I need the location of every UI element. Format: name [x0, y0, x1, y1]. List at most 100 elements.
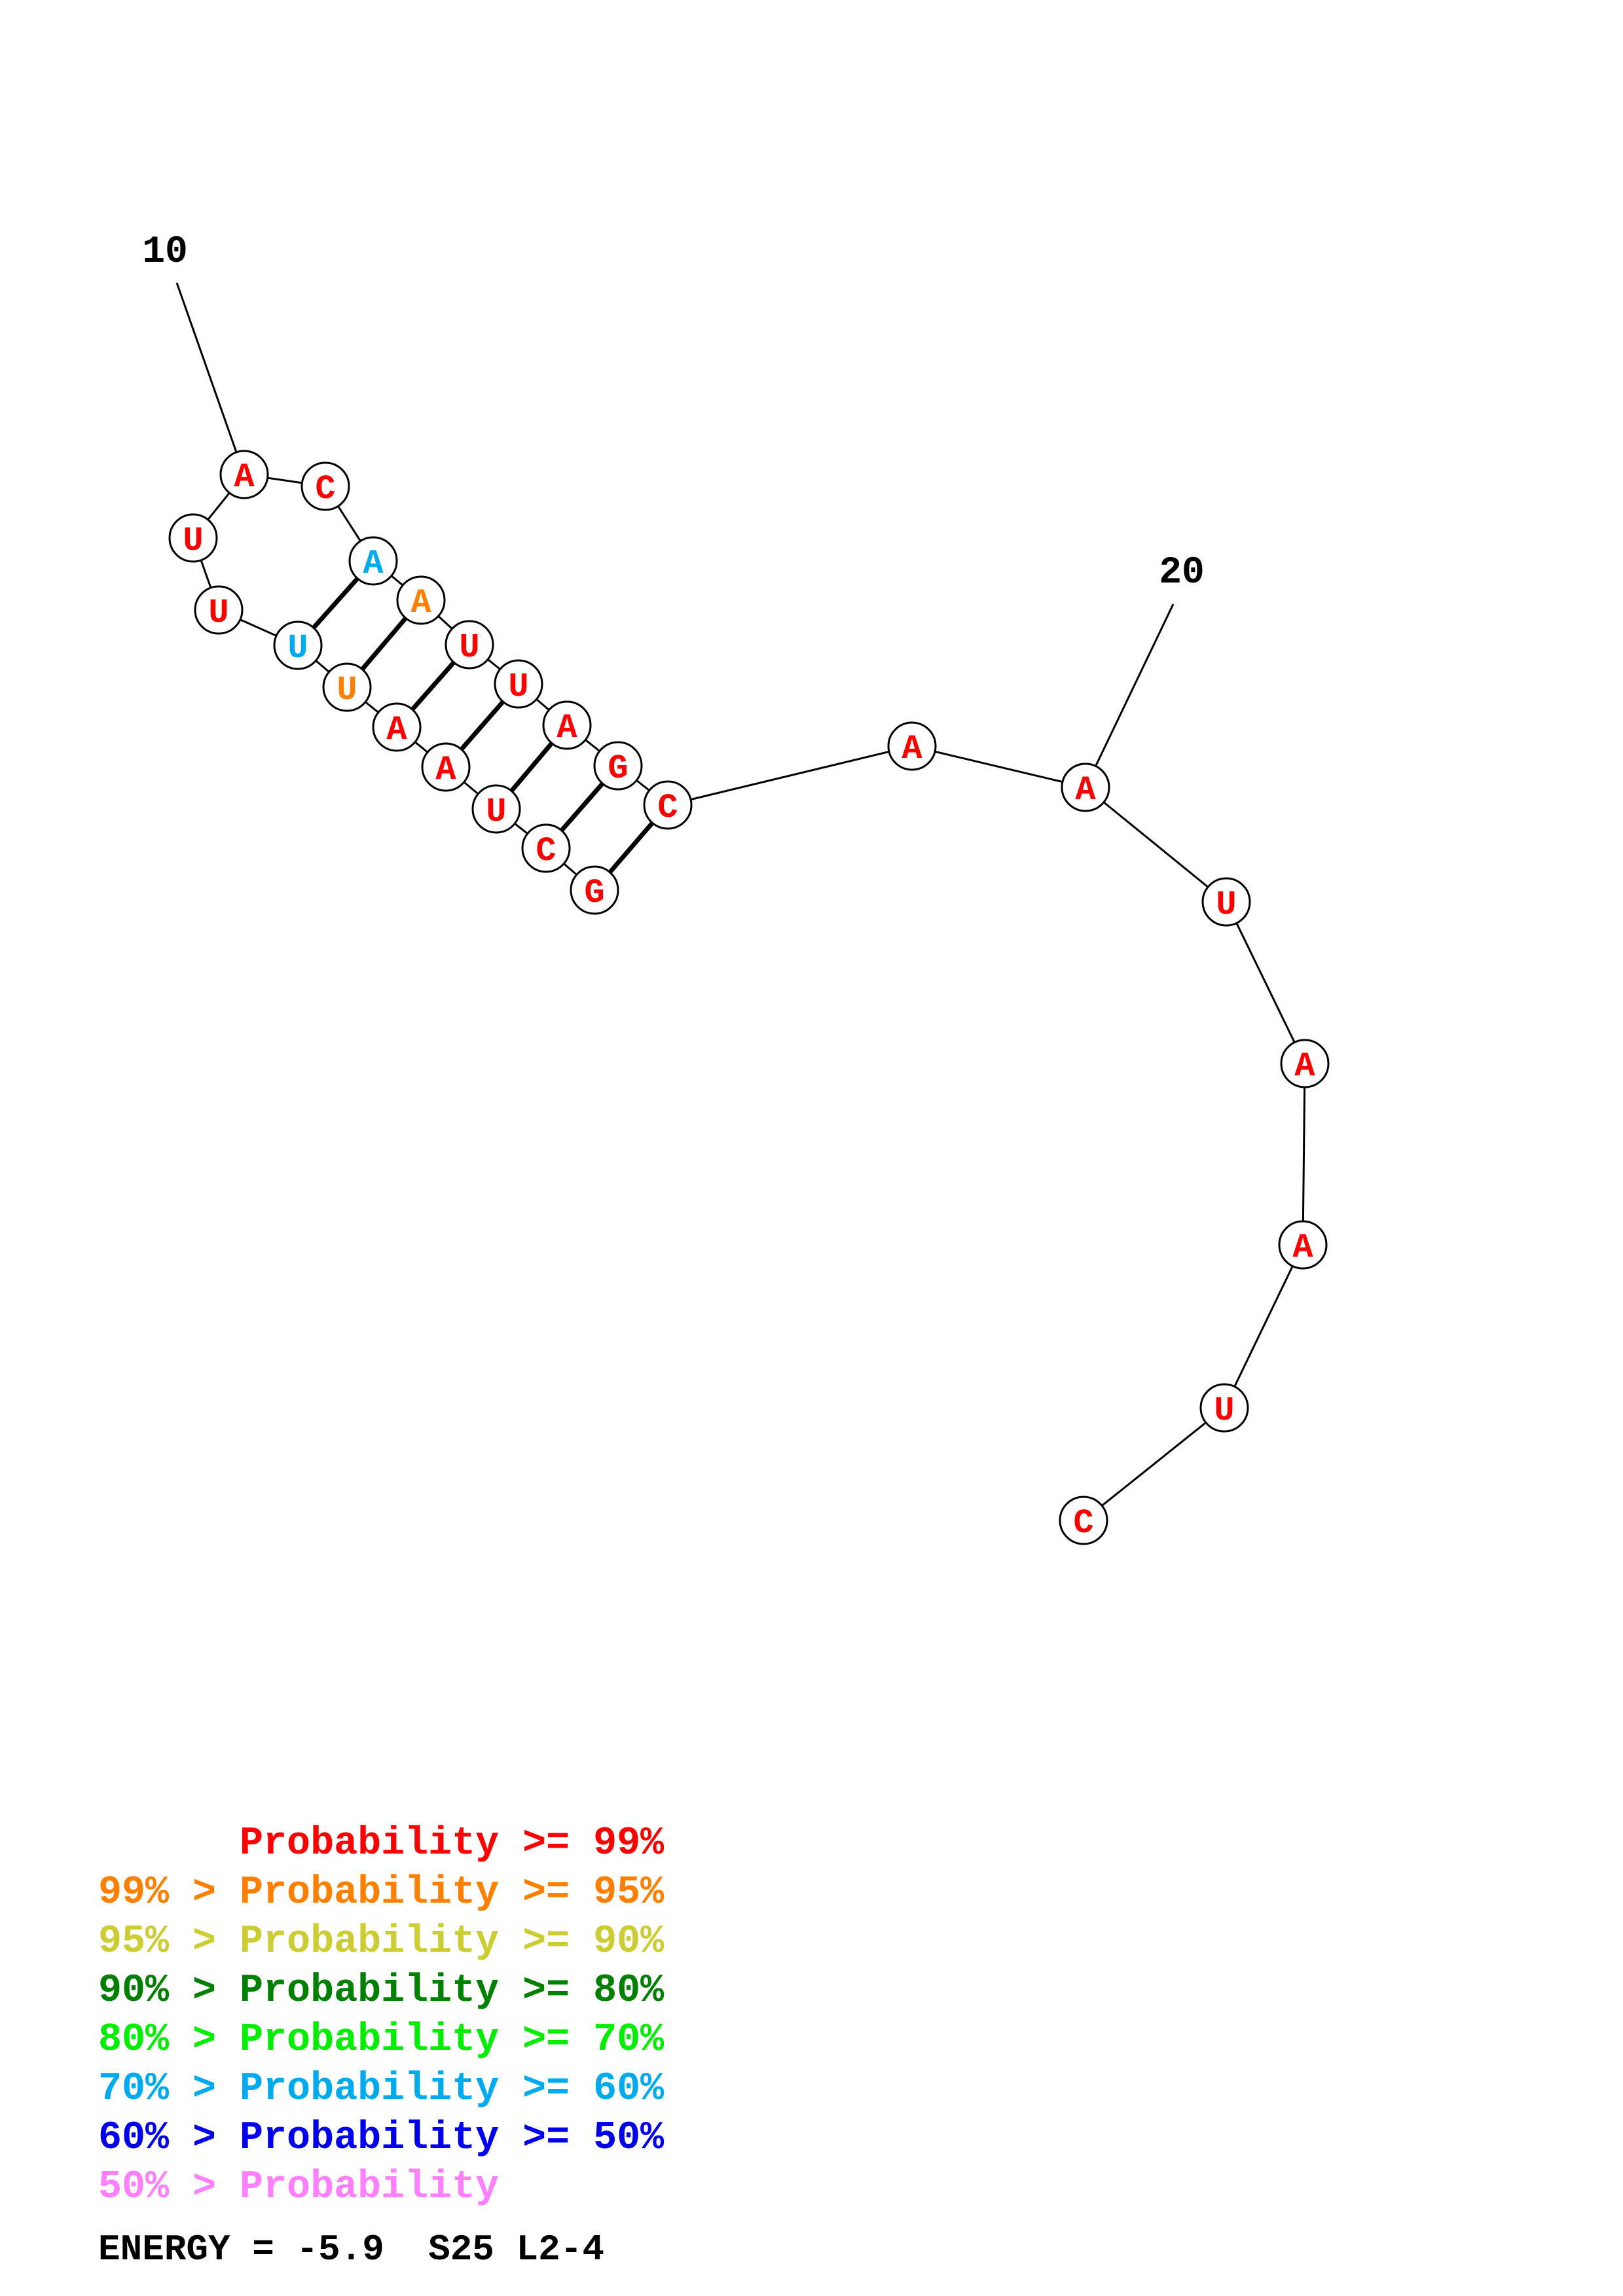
nucleotide-circle: [396, 575, 446, 625]
nucleotide-node: A: [372, 702, 422, 752]
legend-entry: 99% > Probability >= 95%: [98, 1869, 664, 1918]
nucleotide-node: C: [1059, 1496, 1108, 1545]
nucleotide-circle: [521, 823, 571, 873]
legend-entry: 70% > Probability >= 60%: [98, 2065, 664, 2114]
legend-prefix: [98, 1821, 240, 1866]
nucleotide-node: U: [1201, 877, 1251, 927]
nucleotide-base-letter: U: [287, 629, 308, 668]
nucleotide-circle: [1201, 877, 1251, 927]
legend-entry: 95% > Probability >= 90%: [98, 1918, 664, 1967]
legend-entry: 90% > Probability >= 80%: [98, 1967, 664, 2016]
nucleotide-node: C: [521, 823, 571, 873]
nucleotide-node: U: [471, 784, 521, 834]
nucleotide-circle: [322, 662, 372, 712]
nucleotide-base-letter: A: [363, 545, 384, 583]
nucleotide-base-letter: U: [508, 668, 528, 706]
nucleotide-node: U: [445, 620, 494, 670]
nucleotide-base-letter: A: [1292, 1229, 1313, 1267]
nucleotide-base-letter: U: [486, 793, 506, 831]
nucleotide-node: U: [168, 513, 218, 563]
legend-prefix: 50% >: [98, 2165, 240, 2210]
legend-text: Probability >= 50%: [240, 2116, 665, 2161]
legend-text: Probability: [240, 2165, 500, 2210]
nucleotide-base-letter: C: [536, 832, 556, 870]
nucleotide-base-letter: C: [315, 470, 335, 509]
nucleotide-circle: [273, 620, 323, 670]
legend-prefix: 70% >: [98, 2067, 240, 2111]
nucleotide-base-letter: C: [657, 789, 678, 827]
legend-prefix: 95% >: [98, 1920, 240, 1964]
nucleotide-base-letter: A: [1294, 1047, 1315, 1086]
backbone-segment: [1223, 1244, 1304, 1408]
nucleotide-base-letter: U: [459, 628, 479, 667]
legend-entry: 60% > Probability >= 50%: [98, 2114, 664, 2163]
nucleotide-circle: [1280, 1039, 1330, 1088]
legend-prefix: 80% >: [98, 2018, 240, 2062]
legend-text: Probability >= 90%: [240, 1920, 665, 1964]
legend-entry: 50% > Probability: [98, 2163, 664, 2212]
nucleotide-circle: [542, 700, 592, 750]
nucleotide-circle: [1278, 1220, 1328, 1270]
energy-label: ENERGY = -5.9 S25 L2-4: [98, 2229, 604, 2270]
legend-prefix: 60% >: [98, 2116, 240, 2161]
nucleotide-node: A: [1061, 762, 1110, 812]
nucleotide-node: U: [194, 585, 244, 635]
nucleotide-base-letter: A: [410, 584, 431, 622]
legend-text: Probability >= 80%: [240, 1969, 665, 2013]
backbone-segment: [667, 745, 913, 806]
nucleotide-circle: [301, 461, 350, 511]
nucleotide-node: A: [1280, 1039, 1330, 1088]
probability-legend: Probability >= 99% 99% > Probability >= 9…: [98, 1820, 664, 2212]
legend-text: Probability >= 99%: [240, 1821, 665, 1866]
nucleotide-circle: [421, 742, 471, 792]
nucleotide-node: C: [301, 461, 350, 511]
nucleotide-base-letter: U: [183, 522, 203, 560]
nucleotide-node: A: [219, 450, 269, 499]
nucleotide-base-letter: U: [208, 594, 228, 632]
nucleotide-circle: [168, 513, 218, 563]
nucleotide-circle: [194, 585, 244, 635]
nucleotide-node: A: [887, 721, 937, 771]
legend-text: Probability >= 95%: [240, 1871, 665, 1915]
nucleotide-base-letter: U: [1214, 1391, 1234, 1430]
nucleotide-base-letter: C: [1073, 1504, 1093, 1543]
index-labels: 10 20: [142, 231, 1205, 788]
nucleotide-base-letter: A: [435, 751, 456, 789]
nucleotide-node: A: [396, 575, 446, 625]
nucleotide-circle: [1199, 1383, 1249, 1433]
backbone-segment: [1225, 901, 1306, 1064]
base-pair-lines: [296, 559, 670, 892]
nucleotide-circle: [643, 780, 693, 830]
nucleotide-circle: [471, 784, 521, 834]
backbone-segment: [1085, 786, 1227, 903]
nucleotide-node: G: [593, 741, 643, 791]
backbone-lines: [192, 473, 1306, 1522]
index-tick-line: [1084, 603, 1175, 788]
nucleotide-circle: [570, 865, 619, 915]
nucleotide-circle: [219, 450, 269, 499]
nucleotide-base-letter: G: [584, 874, 604, 912]
nucleotide-node: A: [542, 700, 592, 750]
nucleotide-circle: [348, 536, 398, 586]
nucleotide-circle: [887, 721, 937, 771]
legend-entry: Probability >= 99%: [98, 1820, 664, 1869]
backbone-segment: [1302, 1063, 1306, 1246]
nucleotide-node: U: [322, 662, 372, 712]
backbone-segment: [1083, 1407, 1225, 1522]
nucleotide-base-letter: A: [902, 730, 922, 768]
nucleotide-circle: [593, 741, 643, 791]
index-tick-line: [175, 282, 246, 475]
legend-prefix: 99% >: [98, 1871, 240, 1915]
legend-text: Probability >= 70%: [240, 2018, 665, 2062]
index-label: 10: [142, 231, 188, 274]
nucleotide-circle: [494, 659, 543, 709]
nucleotide-circle: [1059, 1496, 1108, 1545]
nucleotide-circle: [372, 702, 422, 752]
nucleotide-circle: [1061, 762, 1110, 812]
nucleotide-base-letter: A: [234, 458, 255, 497]
backbone-segment: [911, 745, 1086, 789]
nucleotide-base-letter: U: [337, 671, 357, 709]
nucleotide-base-letter: A: [386, 711, 407, 749]
